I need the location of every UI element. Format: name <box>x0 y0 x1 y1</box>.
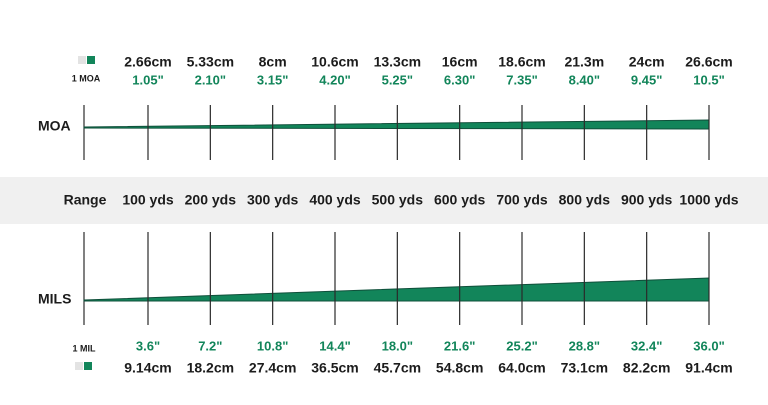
range-value: 400 yds <box>309 192 361 208</box>
mils-inches: 32.4" <box>631 338 662 353</box>
mils-cm: 9.14cm <box>124 360 171 376</box>
range-value: 600 yds <box>434 192 486 208</box>
moa-cm: 18.6cm <box>498 54 545 70</box>
moa-cm: 2.66cm <box>124 54 171 70</box>
moa-inches: 4.20" <box>319 72 350 87</box>
moa-inches: 5.25" <box>382 72 413 87</box>
moa-inches: 6.30" <box>444 72 475 87</box>
mils-inches: 14.4" <box>319 338 350 353</box>
moa-label: MOA <box>38 118 71 134</box>
mils-cm: 91.4cm <box>685 360 732 376</box>
moa-inches: 9.45" <box>631 72 662 87</box>
moa-cm: 5.33cm <box>187 54 234 70</box>
mils-cm: 18.2cm <box>187 360 234 376</box>
moa-cm: 21.3m <box>564 54 604 70</box>
range-value: 300 yds <box>247 192 299 208</box>
range-value: 900 yds <box>621 192 673 208</box>
mils-inches: 28.8" <box>569 338 600 353</box>
range-value: 800 yds <box>559 192 611 208</box>
mils-wedge <box>83 277 710 302</box>
moa-inches: 8.40" <box>569 72 600 87</box>
moa-cm: 24cm <box>629 54 665 70</box>
range-value: 200 yds <box>185 192 237 208</box>
moa-inches: 2.10" <box>195 72 226 87</box>
mils-inches: 36.0" <box>693 338 724 353</box>
mils-inches: 10.8" <box>257 338 288 353</box>
mils-cm: 36.5cm <box>311 360 358 376</box>
range-value: 700 yds <box>496 192 548 208</box>
mils-cm: 54.8cm <box>436 360 483 376</box>
range-value: 1000 yds <box>679 192 738 208</box>
moa-cm: 10.6cm <box>311 54 358 70</box>
mils-inches: 7.2" <box>198 338 222 353</box>
moa-cm: 16cm <box>442 54 478 70</box>
mils-inches: 3.6" <box>136 338 160 353</box>
mils-cm: 73.1cm <box>561 360 608 376</box>
moa-cm: 26.6cm <box>685 54 732 70</box>
range-value: 100 yds <box>122 192 174 208</box>
range-value: 500 yds <box>372 192 424 208</box>
moa-cm: 8cm <box>259 54 287 70</box>
mils-label: MILS <box>38 291 71 307</box>
moa-inches: 10.5" <box>693 72 724 87</box>
mil-icon <box>75 362 92 370</box>
range-label: Range <box>64 192 107 208</box>
mils-inches: 25.2" <box>506 338 537 353</box>
moa-wedge <box>83 119 710 130</box>
mils-cm: 64.0cm <box>498 360 545 376</box>
moa-inches: 7.35" <box>506 72 537 87</box>
range-band <box>0 177 768 224</box>
mils-inches: 21.6" <box>444 338 475 353</box>
moa-inches: 1.05" <box>132 72 163 87</box>
mil-unit: 1 MIL <box>72 343 96 353</box>
mils-cm: 82.2cm <box>623 360 670 376</box>
mils-cm: 27.4cm <box>249 360 296 376</box>
moa-inches: 3.15" <box>257 72 288 87</box>
moa-unit: 1 MOA <box>72 73 101 83</box>
mils-inches: 18.0" <box>382 338 413 353</box>
mils-cm: 45.7cm <box>374 360 421 376</box>
moa-cm: 13.3cm <box>374 54 421 70</box>
moa-icon <box>78 56 95 64</box>
